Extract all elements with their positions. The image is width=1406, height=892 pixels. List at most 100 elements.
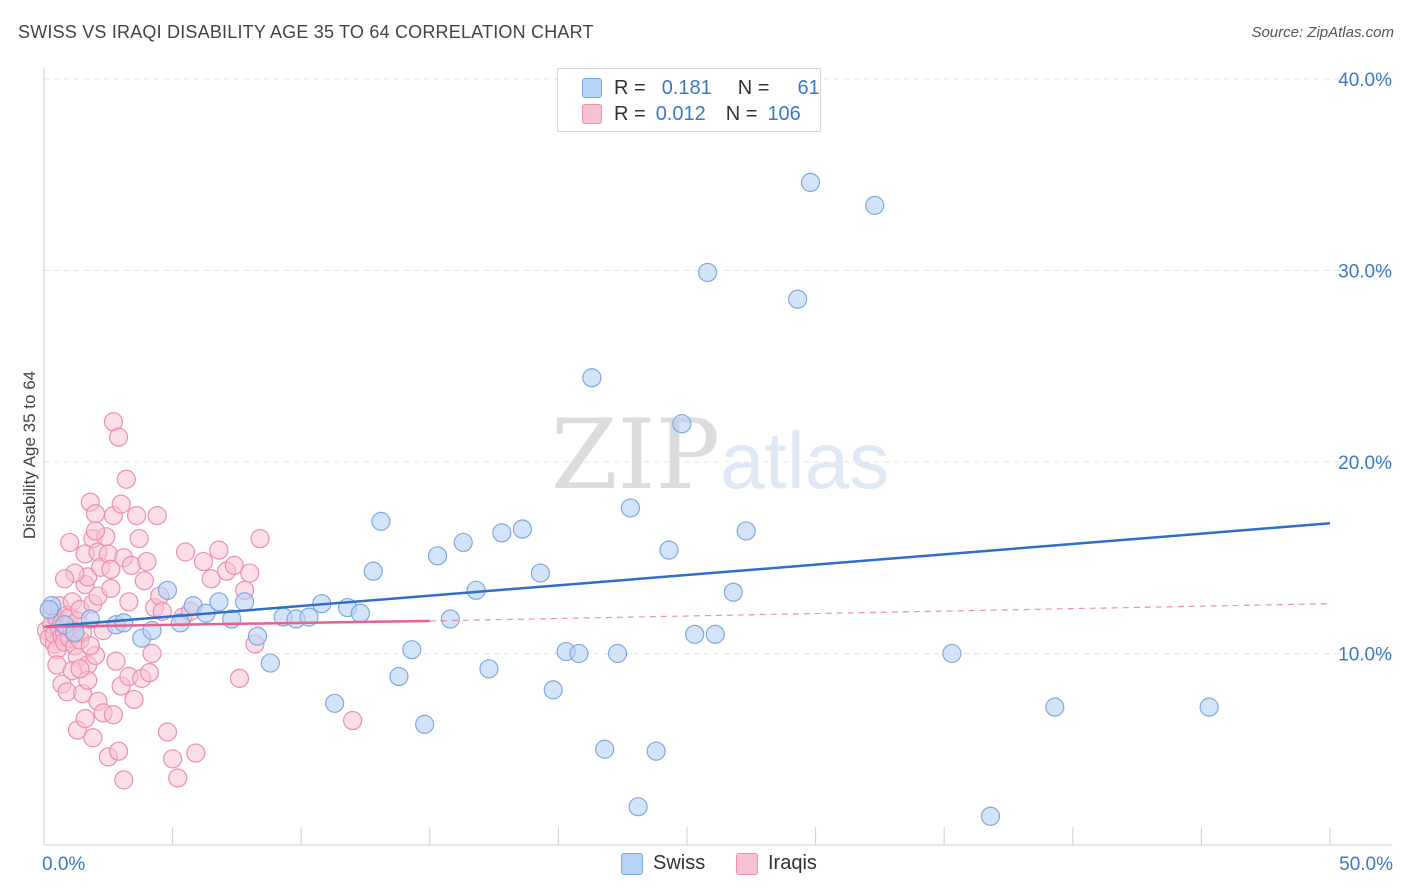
series-legend: Swiss Iraqis <box>0 850 1406 878</box>
swiss-point-25 <box>389 666 409 687</box>
swiss-point-35 <box>530 563 550 583</box>
iraqis-point-103 <box>80 636 100 656</box>
iraqis-point-97 <box>114 770 134 790</box>
swiss-point-22 <box>350 603 370 623</box>
swiss-point-33 <box>492 523 512 543</box>
iraqis-trend-line <box>43 619 430 628</box>
swiss-point-26 <box>402 640 422 660</box>
swiss-points <box>39 172 1219 826</box>
iraqis-n-value: 106 <box>767 102 801 125</box>
swiss-point-34 <box>512 519 532 539</box>
iraqis-point-51 <box>116 469 136 489</box>
iraqis-point-57 <box>129 528 149 549</box>
iraqis-point-68 <box>163 749 183 769</box>
y-tick-label-20: 20.0% <box>1338 453 1392 474</box>
iraqis-point-95 <box>103 705 124 725</box>
swiss-point-41 <box>607 643 628 664</box>
legend-item-iraqis: Iraqis <box>736 852 817 875</box>
x-tick-label-min: 0.0% <box>42 854 85 875</box>
axes <box>43 68 1392 846</box>
swiss-point-20 <box>325 693 345 713</box>
swiss-r-label: R = <box>614 76 646 99</box>
iraqis-point-73 <box>186 743 206 763</box>
iraqis-legend-label: Iraqis <box>768 852 817 874</box>
trend-lines <box>43 522 1331 628</box>
watermark-zip: ZIP <box>551 399 720 511</box>
iraqis-point-59 <box>134 571 154 591</box>
iraqis-point-100 <box>54 569 75 589</box>
tick-labels: 10.0% 20.0% 30.0% 40.0% 0.0% 50.0% <box>42 70 1393 875</box>
iraqis-point-101 <box>70 659 90 679</box>
iraqis-point-52 <box>119 592 139 612</box>
swiss-point-23 <box>363 561 383 581</box>
swiss-point-14 <box>247 626 268 646</box>
y-tick-label-40: 40.0% <box>1338 70 1392 91</box>
swiss-point-42 <box>620 498 641 518</box>
iraqis-n-label: N = <box>725 102 758 125</box>
y-tick-label-10: 10.0% <box>1338 645 1392 666</box>
iraqis-point-79 <box>229 668 250 688</box>
iraqis-point-96 <box>108 741 129 761</box>
swiss-point-53 <box>800 172 821 193</box>
swiss-point-15 <box>260 653 280 673</box>
swiss-point-7 <box>157 580 178 600</box>
iraqis-point-62 <box>142 643 162 664</box>
iraqis-point-76 <box>209 540 229 560</box>
swiss-point-59 <box>39 599 59 620</box>
swiss-point-32 <box>479 659 499 679</box>
swiss-point-39 <box>582 368 602 388</box>
swiss-point-52 <box>787 289 808 309</box>
swiss-point-51 <box>736 521 756 541</box>
legend-row-iraqis: R = 0.012 N = 106 <box>582 102 801 126</box>
swiss-point-40 <box>595 739 615 759</box>
swiss-point-24 <box>371 511 391 531</box>
swiss-trend-line <box>43 522 1331 628</box>
swiss-n-value: 61 <box>797 76 820 99</box>
iraqis-legend-swatch <box>736 852 758 875</box>
swiss-point-50 <box>723 582 743 602</box>
iraqis-r-label: R = <box>614 102 646 125</box>
swiss-point-58 <box>1199 697 1219 717</box>
iraqis-point-105 <box>85 521 106 541</box>
swiss-point-11 <box>209 592 229 612</box>
iraqis-point-46 <box>106 651 126 671</box>
iraqis-point-98 <box>60 532 80 553</box>
source-label: Source: ZipAtlas.com <box>1251 24 1394 41</box>
iraqis-point-91 <box>83 728 103 748</box>
y-tick-label-30: 30.0% <box>1338 262 1392 283</box>
watermark-atlas: atlas <box>720 416 889 505</box>
iraqis-point-71 <box>175 542 196 562</box>
swiss-point-47 <box>685 624 705 644</box>
swiss-point-48 <box>697 262 718 283</box>
iraqis-point-104 <box>343 710 363 731</box>
legend-item-swiss: Swiss <box>621 852 705 875</box>
iraqis-point-42 <box>101 578 121 598</box>
swiss-point-13 <box>235 592 255 612</box>
swiss-point-44 <box>646 741 666 761</box>
swiss-point-43 <box>628 797 648 817</box>
iraqis-point-75 <box>201 569 221 589</box>
iraqis-point-78 <box>224 555 244 576</box>
iraqis-point-64 <box>147 506 167 526</box>
swiss-point-27 <box>415 714 435 734</box>
swiss-point-54 <box>865 195 885 215</box>
swiss-legend-label: Swiss <box>653 852 706 874</box>
swiss-point-45 <box>659 540 679 560</box>
swiss-point-55 <box>942 643 962 664</box>
iraqis-point-48 <box>111 494 131 514</box>
iraqis-swatch <box>582 104 602 124</box>
swiss-r-value: 0.181 <box>661 76 712 99</box>
swiss-point-28 <box>427 546 448 566</box>
swiss-point-46 <box>672 414 692 434</box>
swiss-point-38 <box>569 643 589 664</box>
swiss-point-4 <box>114 613 134 633</box>
iraqis-point-74 <box>193 551 214 572</box>
iraqis-r-value: 0.012 <box>655 102 706 125</box>
iraqis-point-69 <box>168 768 188 788</box>
iraqis-trend-extension <box>429 603 1331 622</box>
x-tick-label-max: 50.0% <box>1339 854 1393 875</box>
watermark: ZIPatlas <box>551 399 889 511</box>
iraqis-point-55 <box>124 689 144 710</box>
swiss-point-56 <box>980 806 1001 826</box>
